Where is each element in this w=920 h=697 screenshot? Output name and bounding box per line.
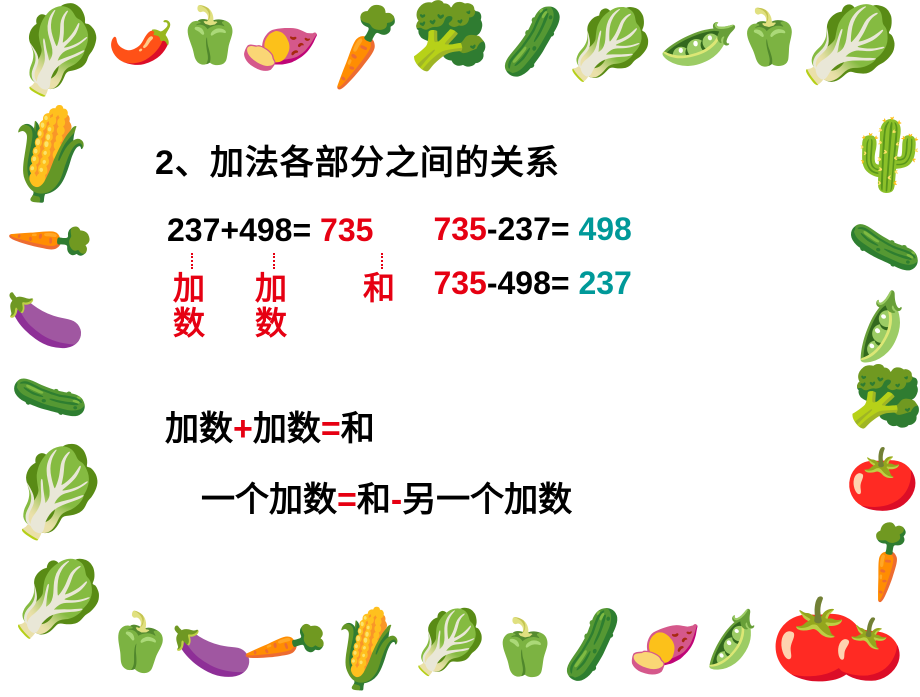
border-vegetable-icon: 🥕 xyxy=(839,513,920,607)
border-vegetable-icon: 🥬 xyxy=(4,2,116,98)
border-vegetable-icon: 🍅 xyxy=(845,450,920,510)
border-vegetable-icon: 🥒 xyxy=(847,206,920,289)
sum-label: 和 xyxy=(363,271,395,306)
subtraction-eq-1: 735-237= 498 xyxy=(433,202,631,256)
border-vegetable-icon: 🥒 xyxy=(547,604,638,686)
border-vegetable-icon: 🥬 xyxy=(791,0,915,102)
border-vegetable-icon: 🥬 xyxy=(1,446,114,540)
main-equation: 237+498= 735 xyxy=(167,212,373,249)
equation-labels: 加 数 加 数 和 xyxy=(167,253,373,353)
border-vegetable-icon: 🍠 xyxy=(236,7,323,89)
addend2-label: 加 数 xyxy=(255,271,287,341)
dotted-connector xyxy=(381,253,383,269)
border-vegetable-icon: 🌵 xyxy=(842,116,920,193)
border-vegetable-icon: 🍅 xyxy=(770,600,870,680)
slide-title: 2、加法各部分之间的关系 xyxy=(155,135,795,184)
border-vegetable-icon: 🍠 xyxy=(624,612,704,683)
border-vegetable-icon: 🍆 xyxy=(169,611,257,688)
slide-content: 2、加法各部分之间的关系 237+498= 735 加 数 加 数 和 xyxy=(155,135,795,521)
border-vegetable-icon: 🥬 xyxy=(407,607,493,679)
border-vegetable-icon: 🫛 xyxy=(838,290,920,365)
border-vegetable-icon: 🫛 xyxy=(696,610,766,670)
border-vegetable-icon: 🥒 xyxy=(8,354,90,441)
border-vegetable-icon: 🥦 xyxy=(845,364,920,436)
equals-sign: = xyxy=(292,212,311,248)
border-vegetable-icon: 🫑 xyxy=(175,8,243,63)
border-vegetable-icon: 🫑 xyxy=(490,620,558,675)
equations-row: 237+498= 735 加 数 加 数 和 735-237= 49 xyxy=(155,212,795,353)
border-vegetable-icon: 🥕 xyxy=(5,192,100,287)
border-vegetable-icon: 🌶️ xyxy=(103,6,179,74)
plus-sign: + xyxy=(220,212,239,248)
border-vegetable-icon: 🥒 xyxy=(489,3,577,80)
border-vegetable-icon: 🥕 xyxy=(311,0,417,93)
border-vegetable-icon: 🌽 xyxy=(320,605,415,694)
left-equation-block: 237+498= 735 加 数 加 数 和 xyxy=(155,212,373,353)
sum-result: 735 xyxy=(320,212,373,248)
border-vegetable-icon: 🫛 xyxy=(657,3,742,82)
border-vegetable-icon: 🍆 xyxy=(3,284,87,356)
border-vegetable-icon: 🥬 xyxy=(4,552,116,648)
right-equations: 735-237= 498 735-498= 237 xyxy=(433,202,631,311)
border-vegetable-icon: 🥕 xyxy=(241,602,334,688)
subtraction-eq-2: 735-498= 237 xyxy=(433,256,631,310)
dotted-connector xyxy=(273,253,275,269)
border-vegetable-icon: 🥬 xyxy=(559,0,664,90)
border-vegetable-icon: 🌽 xyxy=(0,103,104,207)
addend1-label: 加 数 xyxy=(173,271,205,341)
dotted-connector xyxy=(191,253,193,269)
border-vegetable-icon: 🫑 xyxy=(733,7,806,68)
formula-inverse: 一个加数=和-另一个加数 xyxy=(155,472,795,521)
formula-addition: 加数+加数=和 xyxy=(155,401,795,450)
border-vegetable-icon: 🥦 xyxy=(407,2,493,74)
border-vegetable-icon: 🍅 xyxy=(825,614,909,686)
border-vegetable-icon: 🫑 xyxy=(101,609,178,675)
addend1: 237 xyxy=(167,212,220,248)
addend2: 498 xyxy=(239,212,292,248)
